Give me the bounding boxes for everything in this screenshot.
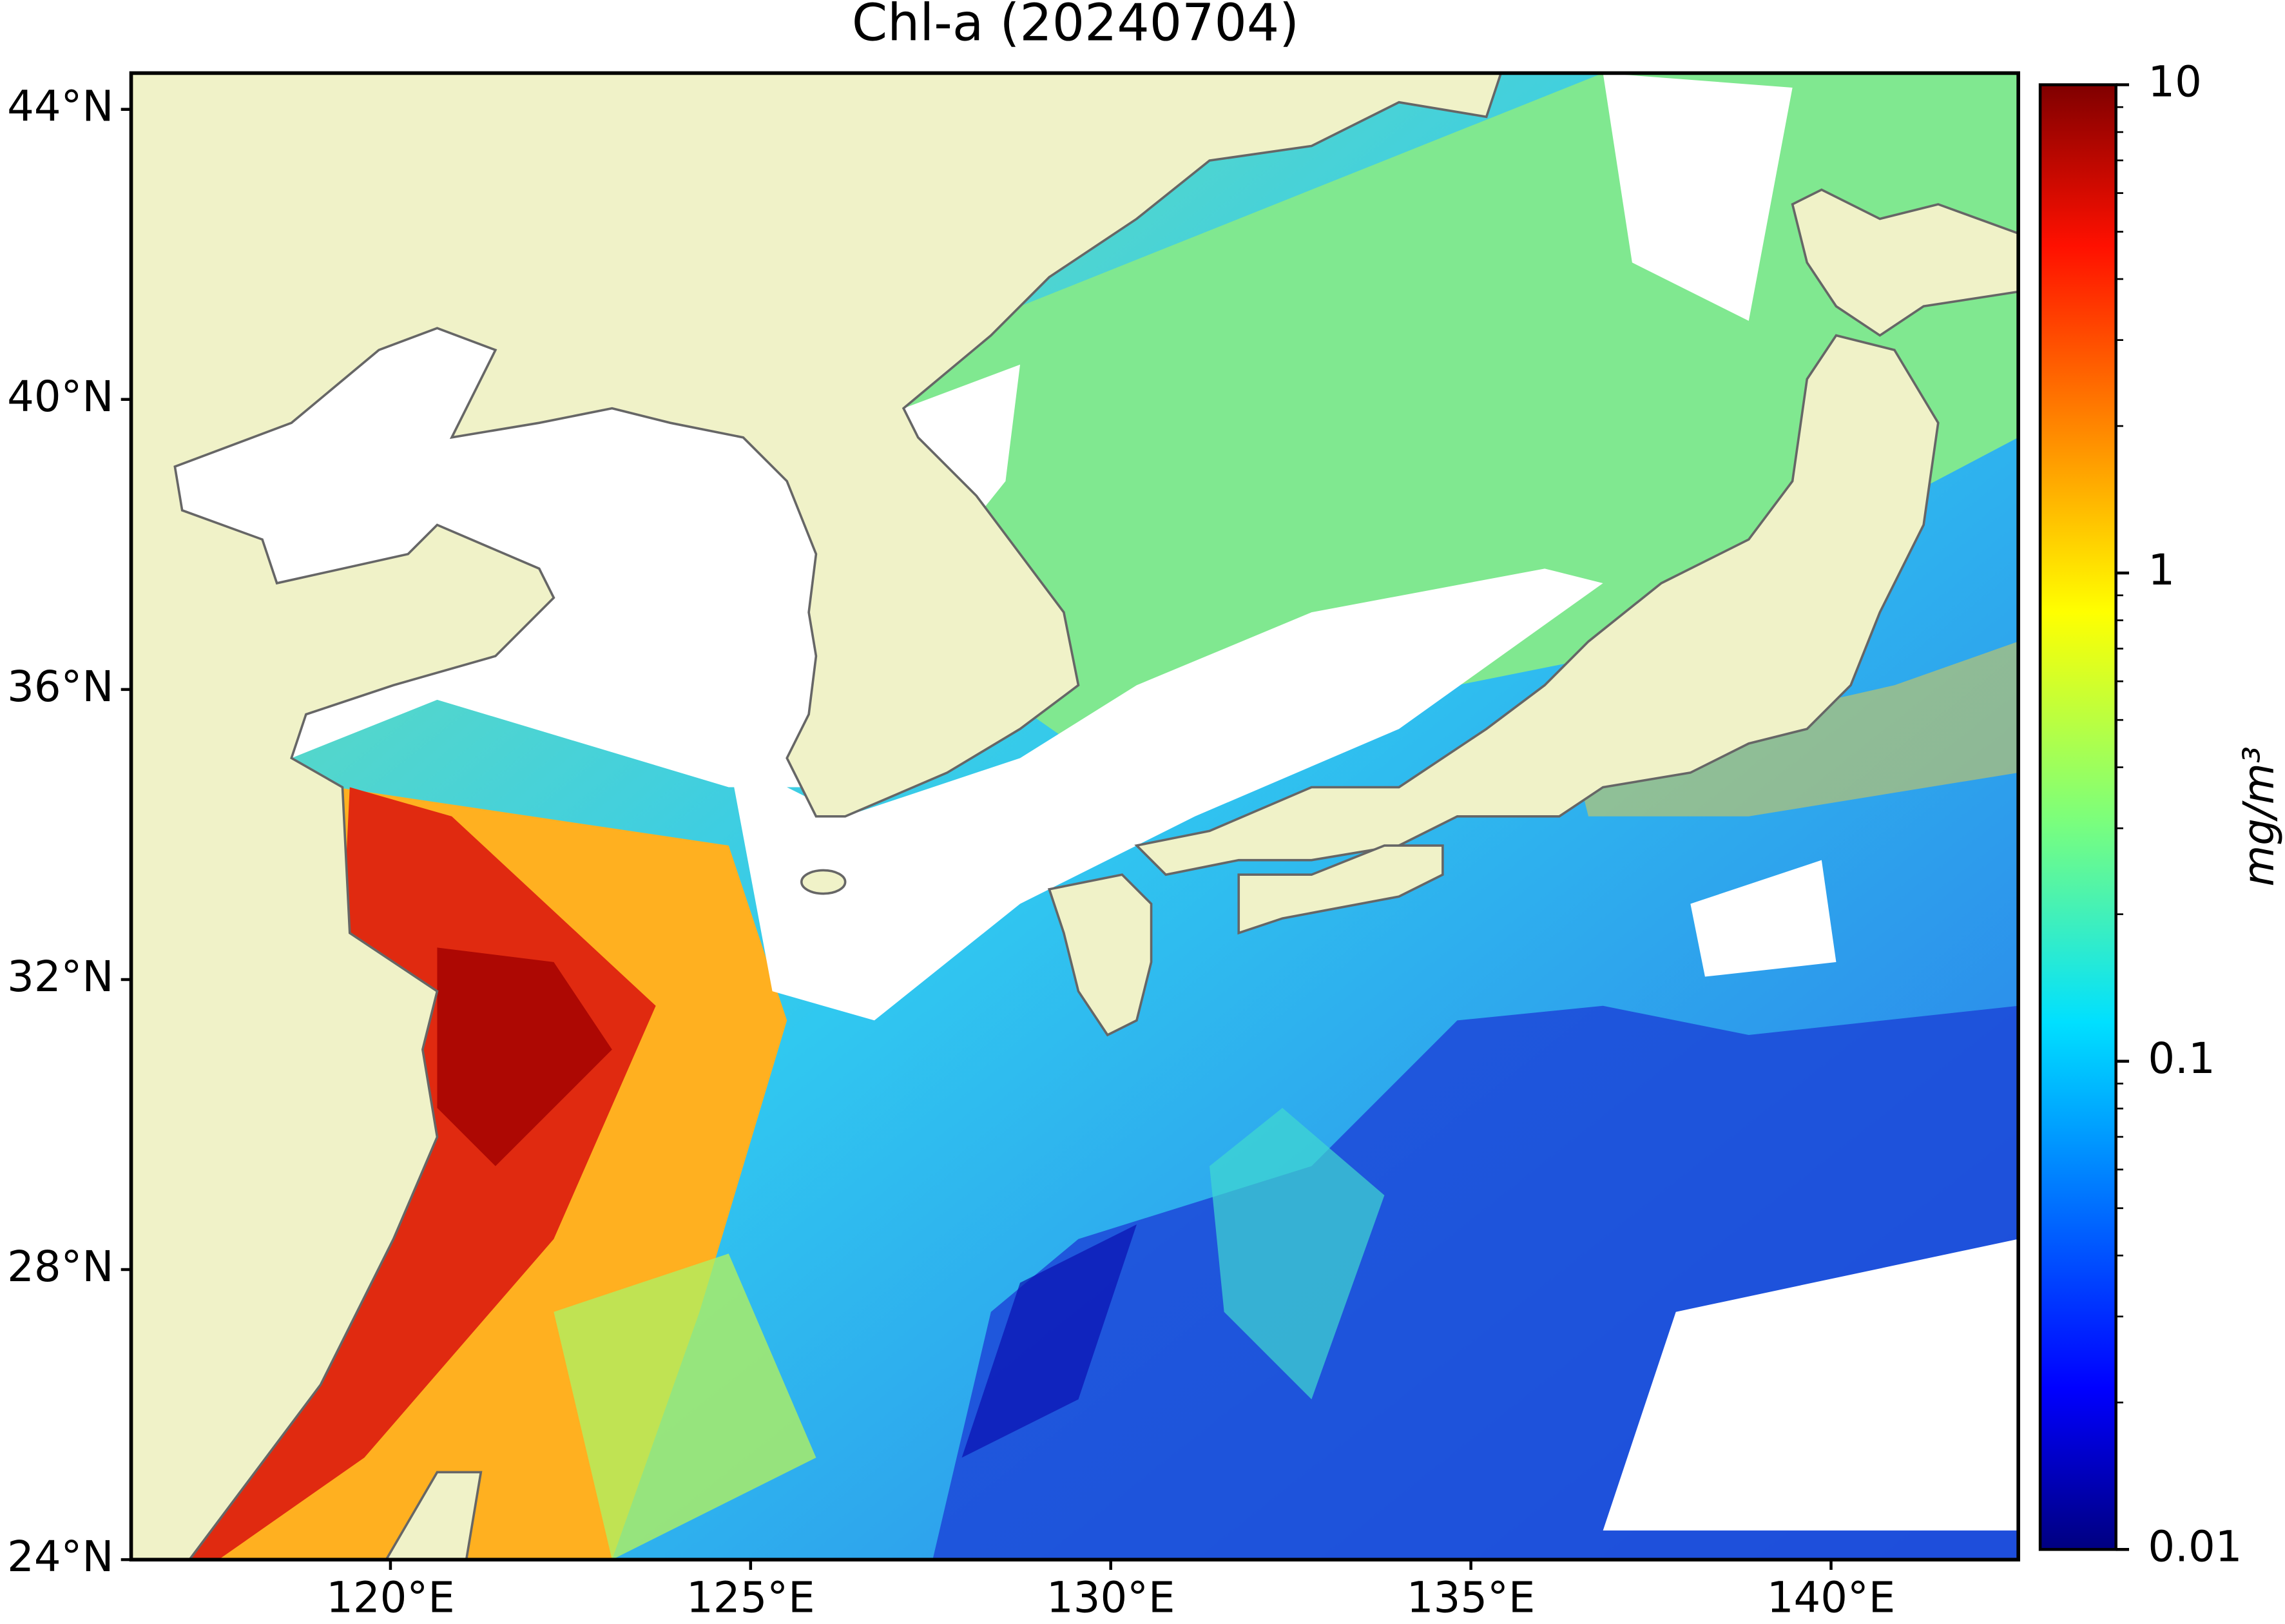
chart-title: Chl-a (20240704)	[852, 0, 1299, 53]
cloud	[728, 568, 1603, 1021]
y-tick-label: 28°N	[7, 1242, 113, 1291]
y-tick-label: 24°N	[7, 1532, 113, 1581]
x-tick-label: 120°E	[326, 1574, 454, 1623]
y-tick-label: 32°N	[7, 952, 113, 1001]
plot-frame	[129, 71, 2020, 1561]
low-chl-core	[961, 1224, 1137, 1458]
x-tick-label: 135°E	[1407, 1574, 1535, 1623]
colorbar-tick-label: 0.1	[2148, 1034, 2215, 1083]
y-tick-label: 44°N	[7, 82, 113, 131]
cloud	[1603, 73, 1793, 321]
cloud	[903, 364, 1021, 554]
colorbar-tick-label: 0.01	[2148, 1522, 2242, 1571]
coastal-peak	[437, 947, 612, 1166]
y-tick-label: 36°N	[7, 662, 113, 711]
colorbar-label: mg/m³	[2235, 746, 2284, 887]
map-area	[131, 73, 2019, 1560]
cloud	[1690, 860, 1837, 977]
colorbar-tick-label: 1	[2148, 546, 2175, 595]
land	[131, 73, 2019, 1560]
mid-chl	[554, 1253, 816, 1560]
x-tick-label: 125°E	[686, 1574, 815, 1623]
colorbar-tick-label: 10	[2148, 58, 2201, 107]
y-tick-label: 40°N	[7, 372, 113, 421]
x-tick-label: 130°E	[1046, 1574, 1175, 1623]
colorbar	[2038, 83, 2117, 1551]
cloud	[1603, 1239, 2019, 1531]
x-tick-label: 140°E	[1767, 1574, 1895, 1623]
filament	[1210, 1108, 1385, 1400]
